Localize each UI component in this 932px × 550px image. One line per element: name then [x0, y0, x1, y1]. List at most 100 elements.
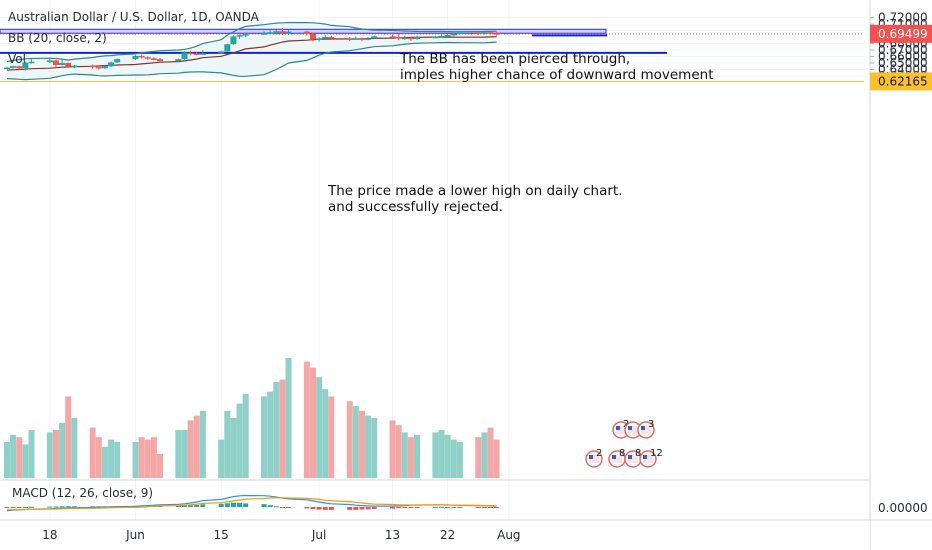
candle-body — [28, 61, 35, 64]
macd-histogram-bar — [200, 504, 206, 507]
time-tick-label: 13 — [385, 528, 400, 542]
volume-bar — [328, 396, 335, 478]
volume-legend[interactable]: Vol — [8, 52, 26, 66]
candle-body — [236, 35, 243, 37]
macd-histogram-bar — [4, 507, 10, 508]
flag-stripes — [616, 426, 626, 434]
candle-body — [261, 33, 268, 35]
volume-bar — [487, 427, 494, 478]
symbol-legend[interactable]: Australian Dollar / U.S. Dollar, 1D, OAN… — [8, 10, 259, 24]
event-flag: 3 — [637, 419, 655, 439]
volume-bar — [181, 430, 188, 478]
event-flag: 2 — [585, 448, 603, 468]
volume-bar — [138, 437, 145, 478]
volume-bar — [481, 432, 488, 478]
macd-histogram-bar — [47, 506, 53, 508]
flag-canton — [643, 455, 647, 459]
candle-body — [365, 38, 372, 40]
candle-body — [10, 66, 17, 68]
macd-histogram-bar — [481, 507, 487, 508]
flag-stripes — [643, 455, 653, 463]
candle-body — [352, 38, 359, 40]
candle-body — [389, 36, 396, 38]
bb-legend[interactable]: BB (20, close, 2) — [8, 31, 107, 45]
event-count: 3 — [648, 419, 654, 430]
time-tick-label: Aug — [497, 528, 520, 542]
candle-body — [444, 35, 451, 37]
macd-histogram-bar — [224, 503, 230, 507]
volume-bar — [493, 439, 500, 478]
macd-histogram-bar — [322, 507, 328, 510]
candle-body — [456, 32, 463, 35]
volume-bar — [89, 427, 96, 478]
volume-bar — [438, 430, 445, 478]
macd-histogram-bar — [487, 507, 493, 508]
volume-bar — [371, 418, 378, 478]
candle-body — [487, 32, 494, 34]
candle-body — [395, 37, 402, 39]
lower-high-annotation-line1: The price made a lower high on daily cha… — [328, 183, 623, 199]
horizontal-levels — [0, 28, 864, 82]
volume-bar — [432, 432, 439, 478]
macd-histogram-bar — [261, 504, 267, 507]
time-tick-label: 15 — [214, 528, 229, 542]
volume-bar — [365, 415, 372, 478]
volume-bar — [22, 444, 29, 478]
candle-body — [59, 63, 66, 65]
candle-body — [4, 67, 10, 70]
macd-histogram-bar — [304, 507, 310, 509]
macd-histogram-bar — [237, 502, 243, 507]
macd-histogram-bar — [218, 503, 224, 507]
price-axis[interactable]: 0.720000.710000.700000.690000.680000.670… — [869, 0, 932, 550]
candle-body — [279, 31, 286, 34]
macd-histogram-bar — [181, 505, 187, 507]
macd-histogram-bar — [96, 506, 102, 508]
macd-legend[interactable]: MACD (12, 26, close, 9) — [12, 486, 154, 500]
candle-body — [150, 58, 157, 60]
candlesticks — [4, 27, 500, 71]
flag-canton — [628, 455, 632, 459]
macd-histogram-bar — [16, 507, 22, 508]
volume-bar — [230, 418, 237, 478]
candle-body — [218, 51, 225, 54]
macd-histogram-bar — [65, 506, 71, 508]
volume-bar — [4, 442, 10, 478]
volume-bar — [261, 396, 268, 478]
volume-bar — [28, 430, 35, 478]
price-axis-bg — [870, 0, 932, 550]
volume-bar — [456, 442, 463, 478]
bb-lower-line — [6, 41, 497, 81]
macd-histogram-bar — [408, 507, 414, 508]
volume-bar — [46, 432, 53, 478]
candle-body — [401, 37, 408, 40]
macd-histogram-bar — [188, 505, 194, 507]
flag-canton — [589, 455, 593, 459]
volume-bar — [199, 410, 206, 478]
macd-histogram-bar — [194, 504, 200, 507]
resistance-zone — [0, 28, 607, 34]
volume-bar — [16, 437, 23, 478]
candle-body — [144, 57, 151, 59]
volume-bar — [101, 446, 108, 478]
volume-bar — [144, 439, 151, 478]
time-axis-bg — [0, 520, 870, 550]
volume-bar — [187, 420, 194, 478]
candle-body — [108, 62, 115, 67]
time-axis[interactable]: 18 Jun 15 Jul 13 22 Aug — [0, 519, 932, 550]
candle-body — [101, 66, 108, 69]
macd-histogram-bar — [365, 507, 371, 510]
volume-bar — [242, 394, 249, 478]
macd-histogram-bar — [439, 506, 445, 508]
candle-body — [438, 35, 445, 38]
bollinger-band-lines — [6, 21, 497, 81]
volume-bar — [273, 382, 280, 478]
candle-body — [358, 38, 365, 40]
macd-histogram-bar — [53, 506, 59, 508]
macd-histogram-bar — [316, 507, 322, 510]
price-tick-label: 0.66000 — [878, 50, 928, 64]
volume-bar — [316, 377, 323, 478]
candle-body — [475, 32, 482, 35]
event-icons: 2 3 2 8 8 12 — [585, 419, 663, 468]
flag-stripes — [628, 455, 638, 463]
